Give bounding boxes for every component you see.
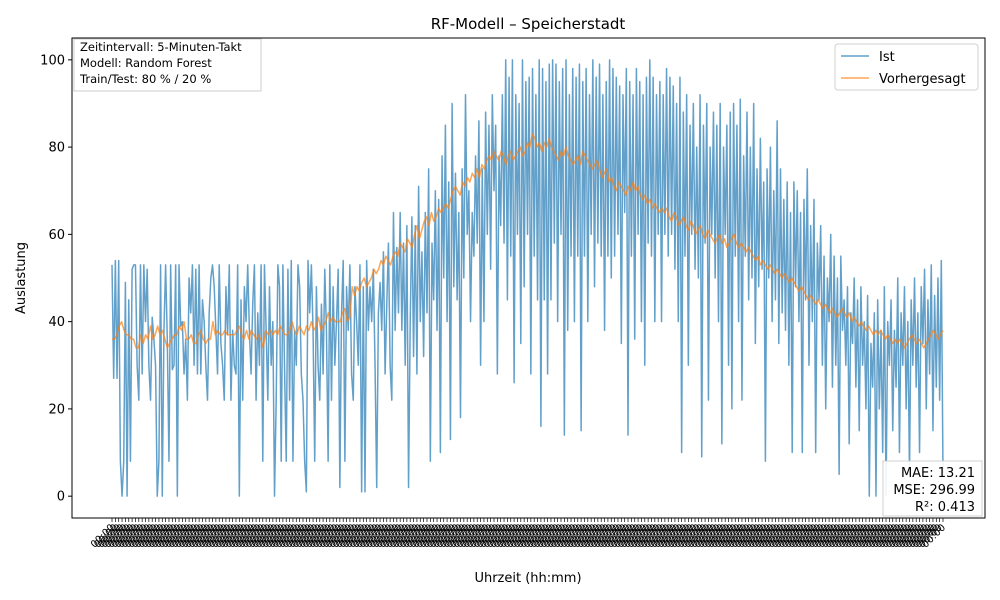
info-line-split: Train/Test: 80 % / 20 % <box>79 72 211 86</box>
plot-area <box>111 59 944 497</box>
x-axis: 00:0000:0000:0000:0000:0000:0000:0000:00… <box>89 518 948 551</box>
info-line-model: Modell: Random Forest <box>80 56 212 70</box>
legend: Ist Vorhergesagt <box>834 43 979 91</box>
info-box: Zeitintervall: 5-Minuten-Takt Modell: Ra… <box>73 38 262 92</box>
y-axis-label: Auslastung <box>14 242 29 314</box>
plot-frame <box>71 37 986 519</box>
y-tick-label: 80 <box>48 141 65 156</box>
legend-label-vorhergesagt: Vorhergesagt <box>879 72 966 87</box>
x-axis-label: Uhrzeit (hh:mm) <box>474 571 581 586</box>
y-tick-label: 40 <box>48 315 65 330</box>
series-line-vorhergesagt <box>112 133 944 349</box>
chart-title: RF-Modell – Speicherstadt <box>431 15 626 33</box>
y-tick-label: 100 <box>40 53 65 68</box>
metric-mae: MAE: 13.21 <box>901 466 975 481</box>
y-axis: 0 20 40 60 80 100 <box>40 53 72 505</box>
y-tick-label: 20 <box>48 402 65 417</box>
info-line-interval: Zeitintervall: 5-Minuten-Takt <box>80 40 242 54</box>
legend-label-ist: Ist <box>879 50 895 65</box>
series-line-ist <box>111 59 944 497</box>
metric-mse: MSE: 296.99 <box>893 483 975 498</box>
y-tick-label: 0 <box>57 490 65 505</box>
metrics-box: MAE: 13.21 MSE: 296.99 R²: 0.413 <box>882 460 983 517</box>
y-tick-label: 60 <box>48 228 65 243</box>
metric-r2: R²: 0.413 <box>915 500 975 515</box>
